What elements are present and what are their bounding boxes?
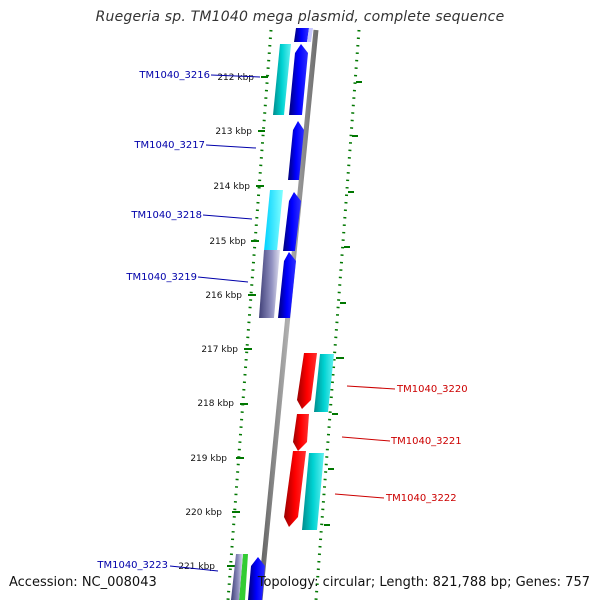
tick-label-221: 221 kbp [178, 562, 215, 572]
cds-box-3222[interactable] [302, 453, 324, 530]
tick-label-214: 214 kbp [213, 182, 250, 192]
cds-top [307, 28, 313, 42]
topology-summary: Topology: circular; Length: 821,788 bp; … [257, 575, 590, 590]
tick-label-212: 212 kbp [217, 73, 254, 83]
gene-label-3222[interactable]: TM1040_3222 [385, 493, 457, 504]
tick-label-213: 213 kbp [215, 127, 252, 137]
leader-3216 [210, 74, 261, 78]
tick-label-217: 217 kbp [201, 345, 238, 355]
gene-arrow-3222[interactable] [284, 451, 306, 527]
tick-label-219: 219 kbp [190, 454, 227, 464]
gene-arrow-top[interactable] [294, 28, 309, 42]
leader-3223 [169, 565, 219, 572]
cds-box-3223-green[interactable] [239, 554, 248, 600]
gene-arrow-3219[interactable] [278, 252, 296, 318]
gene-arrow-3216[interactable] [289, 44, 308, 115]
leader-3222 [334, 493, 385, 499]
reverse-gene-arrows[interactable] [284, 353, 334, 530]
map-title: Ruegeria sp. TM1040 mega plasmid, comple… [95, 9, 505, 25]
leader-3219 [197, 276, 249, 283]
leader-3221 [341, 436, 391, 442]
kbp-tick-marks [227, 76, 268, 567]
gene-label-3221[interactable]: TM1040_3221 [390, 436, 462, 447]
accession-text: Accession: NC_008043 [9, 575, 157, 590]
tick-label-215: 215 kbp [209, 237, 246, 247]
cds-box-3216[interactable] [273, 44, 291, 115]
cds-box-3220[interactable] [314, 354, 334, 412]
right-guide-ticks [324, 81, 362, 526]
tick-label-218: 218 kbp [197, 399, 234, 409]
gene-label-3219[interactable]: TM1040_3219 [125, 272, 197, 283]
gene-label-3217[interactable]: TM1040_3217 [133, 140, 205, 151]
leader-3218 [202, 214, 253, 220]
gene-label-3218[interactable]: TM1040_3218 [130, 210, 202, 221]
leader-3217 [205, 144, 257, 149]
gene-arrow-3220[interactable] [297, 353, 317, 409]
cds-box-3218[interactable] [264, 190, 283, 251]
gene-label-3220[interactable]: TM1040_3220 [396, 384, 468, 395]
gene-label-3216[interactable]: TM1040_3216 [138, 70, 210, 81]
gene-arrow-3217[interactable] [288, 121, 304, 180]
leader-3220 [346, 385, 396, 390]
forward-gene-arrows[interactable] [231, 28, 313, 600]
tick-label-216: 216 kbp [205, 291, 242, 301]
outer-dotted-guide-left [226, 29, 273, 600]
outer-dotted-guide-right [314, 29, 361, 600]
cds-box-3219[interactable] [259, 250, 280, 318]
gene-arrow-3221[interactable] [293, 414, 309, 451]
gene-arrow-3223[interactable] [248, 557, 265, 600]
tick-label-220: 220 kbp [185, 508, 222, 518]
gene-arrow-3218[interactable] [283, 192, 301, 251]
gene-label-3223[interactable]: TM1040_3223 [96, 560, 168, 571]
cds-box-3223-slate[interactable] [231, 554, 243, 600]
